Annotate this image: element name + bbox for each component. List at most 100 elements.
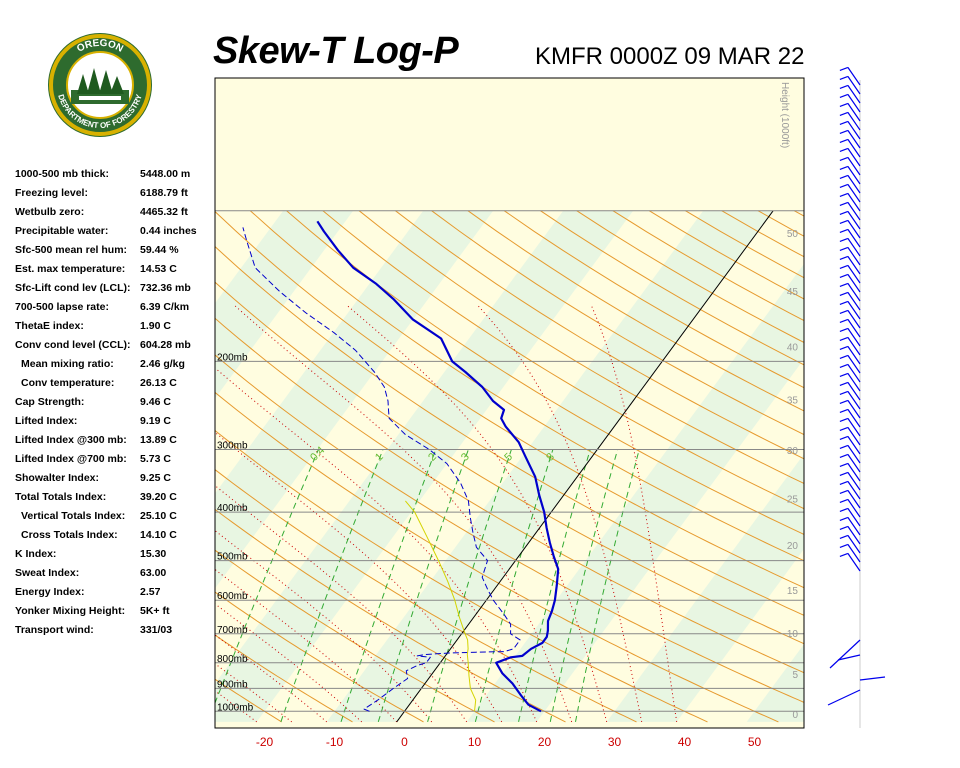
wind-barb [847, 283, 861, 302]
wind-barb-feather [839, 228, 849, 233]
index-label: 700-500 lapse rate: [15, 301, 109, 313]
dry-adiabat [215, 429, 708, 723]
index-row: Precipitable water: 0.44 inches [15, 225, 215, 244]
height-tick-label: 35 [787, 396, 799, 407]
index-label: Conv cond level (CCL): [15, 339, 131, 351]
height-tick-label: 5 [792, 670, 798, 681]
moist-adiabat [215, 663, 293, 723]
height-tick-label: 0 [792, 710, 798, 721]
mixing-ratio-line [340, 449, 437, 723]
wind-barb [847, 364, 861, 383]
index-value: 13.89 C [140, 434, 177, 446]
wind-barb [847, 400, 861, 419]
moist-adiabat [215, 568, 398, 723]
height-tick-label: 50 [787, 229, 799, 240]
station-time-label: KMFR 0000Z 09 MAR 22 [535, 43, 805, 70]
index-label: Est. max temperature: [15, 263, 126, 275]
wind-barb [847, 139, 861, 158]
dry-adiabat [322, 210, 804, 510]
x-tick-label: 20 [538, 735, 552, 749]
index-row: Vertical Totals Index: 25.10 C [15, 510, 215, 529]
wind-barb [847, 427, 861, 446]
index-label: Freezing level: [15, 187, 88, 199]
wind-barb-feather [839, 345, 849, 350]
index-label: Sweat Index: [15, 567, 80, 579]
index-label: Yonker Mixing Height: [15, 605, 126, 617]
index-row: Freezing level: 6188.79 ft [15, 187, 215, 206]
mixing-ratio-line [377, 449, 469, 723]
dry-adiabat [215, 354, 804, 703]
wind-barb [847, 553, 861, 572]
dry-adiabat [215, 210, 804, 589]
wind-barb-feather [839, 336, 849, 341]
index-label: Precipitable water: [15, 225, 109, 237]
index-value: 5448.00 m [140, 168, 191, 180]
index-row: K Index: 15.30 [15, 548, 215, 567]
wind-barb-feather [839, 480, 849, 485]
index-label: Lifted Index @700 mb: [15, 453, 127, 465]
index-value: 9.19 C [140, 415, 171, 427]
dry-adiabat [0, 211, 211, 722]
dry-adiabat [215, 678, 282, 723]
index-row: Wetbulb zero: 4465.32 ft [15, 206, 215, 225]
index-row: Energy Index: 2.57 [15, 586, 215, 605]
index-label: Cross Totals Index: [21, 529, 118, 541]
wind-barb [847, 256, 861, 275]
wind-barb [847, 373, 861, 392]
wind-barb-feather [839, 327, 849, 332]
index-label: Sfc-Lift cond lev (LCL): [15, 282, 131, 294]
isotherm-band [606, 454, 804, 722]
isotherm-band [326, 210, 774, 722]
wind-barb [847, 544, 861, 563]
index-label: ThetaE index: [15, 320, 84, 332]
mixing-ratio-line [575, 449, 640, 722]
isotherm-band [215, 210, 634, 722]
wind-barb [847, 319, 861, 338]
mixing-ratio-lines [215, 449, 640, 723]
wind-barb-feather [839, 534, 849, 539]
wind-barb-feather [839, 291, 849, 296]
wind-barb [847, 67, 861, 86]
wind-barb [847, 418, 861, 437]
pressure-label: 300mb [217, 441, 248, 452]
index-label: Cap Strength: [15, 396, 85, 408]
isotherm-band [0, 211, 213, 722]
wind-barb-feather [839, 489, 849, 494]
index-value: 25.10 C [140, 510, 177, 522]
index-value: 15.30 [140, 548, 167, 560]
wind-barb [847, 355, 861, 374]
x-tick-label: 30 [608, 735, 622, 749]
wind-barb-feather [839, 372, 849, 377]
wind-barb-feather [839, 309, 849, 314]
pressure-label: 1000mb [217, 702, 254, 713]
wind-barb [847, 490, 861, 509]
wind-barb [847, 436, 861, 455]
wind-barb [847, 526, 861, 545]
dry-adiabat [249, 210, 804, 562]
wind-barb [847, 94, 861, 113]
height-tick-label: 15 [787, 586, 799, 597]
dry-adiabat [215, 591, 424, 723]
wind-barb-feather [839, 237, 849, 242]
wind-barb [847, 247, 861, 266]
index-label: K Index: [15, 548, 57, 560]
isotherm-band [215, 210, 354, 399]
wind-barb-feather [839, 264, 849, 269]
isotherm-band [215, 210, 494, 589]
temperature-line [316, 220, 560, 713]
x-tick-label: 50 [748, 735, 762, 749]
index-value: 4465.32 ft [140, 206, 188, 218]
dry-adiabat [215, 468, 637, 723]
wind-barb-feather [839, 543, 849, 548]
dry-adiabat [0, 211, 140, 722]
wind-barb-feather [839, 318, 849, 323]
isobars [215, 210, 804, 712]
wind-barb-feather [839, 498, 849, 503]
index-label: Sfc-500 mean rel hum: [15, 244, 128, 256]
height-axis: 0 5 10 15 20 25 30 35 40 45 50 Height (1000ft) [779, 82, 798, 721]
wind-barb-feather [839, 300, 849, 305]
wind-barb [847, 463, 861, 482]
dewpoint-line [242, 227, 521, 712]
pressure-label: 400mb [217, 503, 248, 514]
plot-border [214, 77, 805, 729]
